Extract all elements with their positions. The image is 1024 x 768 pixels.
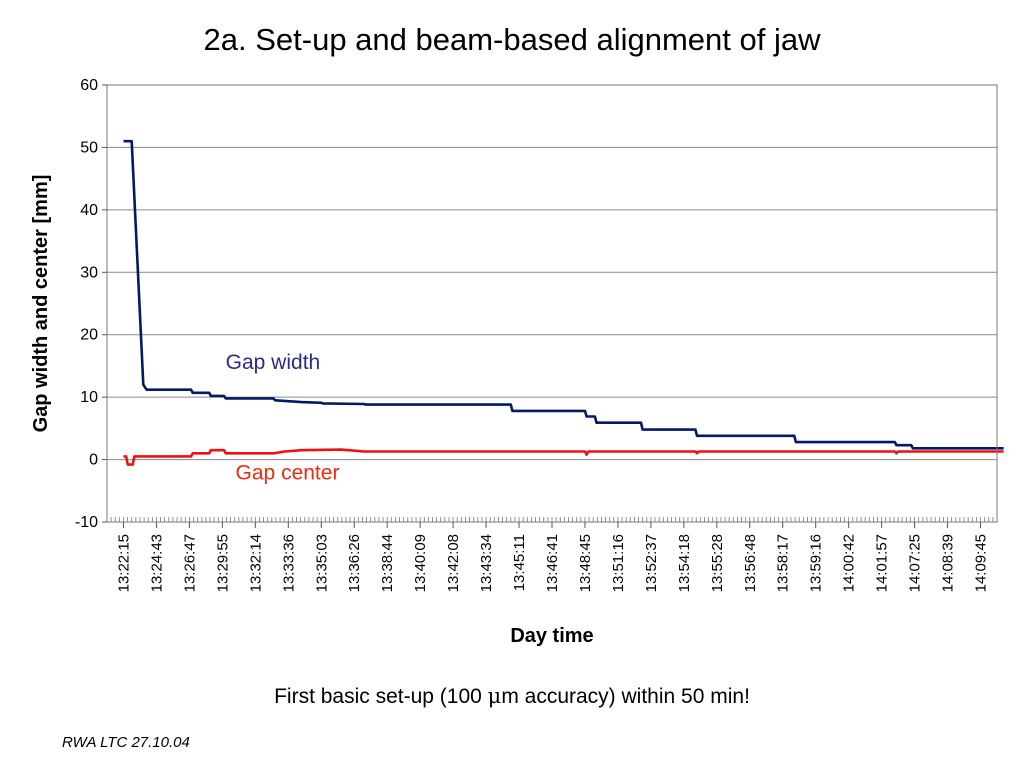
x-tick-label: 13:52:37 (643, 534, 660, 592)
x-tick-label: 13:26:47 (181, 534, 198, 592)
x-tick-label: 13:29:55 (214, 534, 231, 592)
x-tick-label: 13:40:09 (412, 534, 429, 592)
x-tick-label: 13:58:17 (775, 534, 792, 592)
x-minor-ticks (106, 517, 998, 522)
x-tick-label: 13:24:43 (148, 534, 165, 592)
series-gap-center (123, 448, 1004, 466)
y-tick-label: 0 (89, 452, 98, 469)
series-layer (123, 139, 1004, 466)
y-tick-label: 50 (80, 139, 98, 156)
x-tick-label: 13:38:44 (379, 534, 396, 592)
x-tick-label: 13:45:11 (511, 534, 528, 591)
y-tick-label: -10 (75, 514, 98, 531)
caption-text-start: First basic set-up (100 (274, 685, 488, 708)
caption-mu-symbol: μ (487, 684, 502, 708)
x-tick-label: 13:55:28 (709, 534, 726, 592)
y-tick-label: 60 (80, 77, 98, 94)
y-axis: -10 0 10 20 30 40 50 60 (75, 77, 107, 531)
footer-note: RWA LTC 27.10.04 (62, 734, 190, 751)
plot-area-frame (106, 84, 998, 523)
y-axis-label: Gap width and center [mm] (30, 175, 52, 433)
x-tick-label: 13:33:36 (280, 534, 297, 592)
x-tick-label: 13:59:16 (808, 534, 825, 592)
x-axis-label: Day time (510, 625, 593, 647)
slide-caption: First basic set-up (100 μm accuracy) wit… (0, 684, 1024, 709)
x-tick-label: 13:48:45 (577, 534, 594, 592)
caption-text-end: m accuracy) within 50 min! (501, 685, 750, 708)
x-tick-label: 14:08:39 (940, 534, 957, 592)
x-tick-label: 13:54:18 (676, 534, 693, 592)
annotations: Gap width Gap center (226, 351, 340, 484)
y-tick-label: 20 (80, 327, 98, 344)
x-tick-label: 14:07:25 (907, 534, 924, 592)
x-tick-label: 13:51:16 (610, 534, 627, 592)
x-tick-label: 13:22:15 (115, 534, 132, 592)
annotation-gap-center: Gap center (236, 462, 340, 485)
x-tick-label: 13:43:34 (478, 534, 495, 592)
y-tick-label: 30 (80, 264, 98, 281)
x-tick-label: 13:56:48 (742, 534, 759, 592)
x-tick-label: 14:09:45 (973, 534, 990, 592)
annotation-gap-width: Gap width (226, 351, 321, 374)
x-tick-label: 13:46:41 (544, 534, 561, 592)
x-tick-label: 14:01:57 (874, 534, 891, 592)
grid-lines (107, 146, 997, 461)
y-tick-label: 10 (80, 389, 98, 406)
x-tick-label: 13:42:08 (445, 534, 462, 592)
line-chart: -10 0 10 20 30 40 50 60 13:22:15 13:24:43 13:26:4… (30, 77, 1004, 647)
x-tick-label: 13:32:14 (247, 534, 264, 592)
series-gap-width (123, 139, 1004, 450)
x-tick-label: 13:35:03 (313, 534, 330, 592)
x-axis: 13:22:15 13:24:43 13:26:47 13:29:55 13:32:14… (115, 522, 990, 592)
y-tick-label: 40 (80, 202, 98, 219)
x-tick-label: 13:36:26 (346, 534, 363, 592)
slide-title: 2a. Set-up and beam-based alignment of j… (203, 22, 821, 57)
x-tick-label: 14:00:42 (841, 534, 858, 592)
